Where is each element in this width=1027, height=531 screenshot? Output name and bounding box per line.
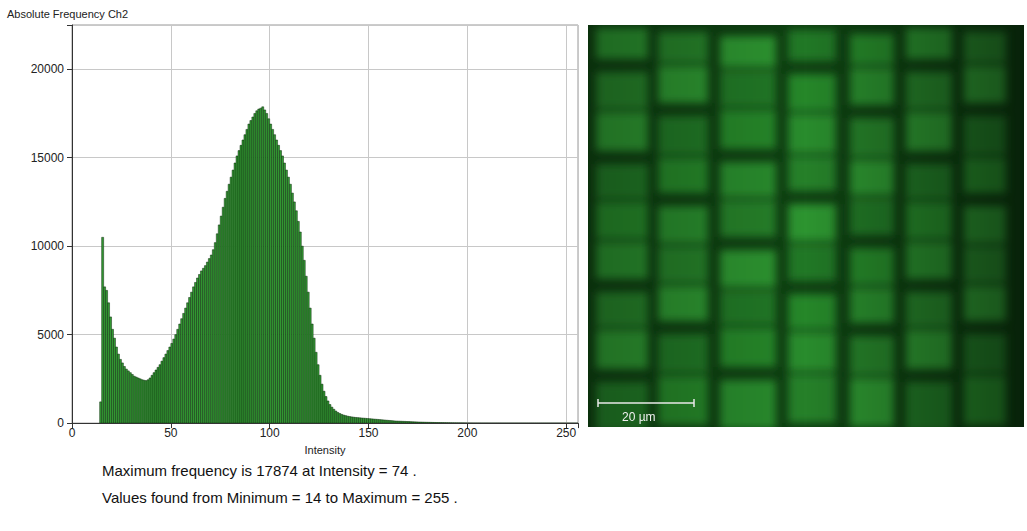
svg-text:50: 50 [164, 426, 178, 440]
svg-text:0: 0 [69, 426, 76, 440]
svg-text:10000: 10000 [31, 239, 65, 253]
svg-text:250: 250 [556, 426, 576, 440]
svg-text:20 µm: 20 µm [622, 410, 656, 424]
svg-text:5000: 5000 [37, 328, 64, 342]
svg-text:20000: 20000 [31, 62, 65, 76]
svg-text:200: 200 [457, 426, 477, 440]
html-text:Values found from Minimum = 14: Values found from Minimum = 14 to Maximu… [102, 489, 458, 506]
svg-text:Intensity: Intensity [305, 444, 346, 456]
html-text:Maximum frequency is 17874 at: Maximum frequency is 17874 at Intensity … [102, 462, 417, 479]
svg-text:0: 0 [57, 416, 64, 430]
svg-text:15000: 15000 [31, 151, 65, 165]
svg-text:100: 100 [260, 426, 280, 440]
svg-text:150: 150 [358, 426, 378, 440]
svg-text:Absolute Frequency Ch2: Absolute Frequency Ch2 [7, 8, 128, 20]
